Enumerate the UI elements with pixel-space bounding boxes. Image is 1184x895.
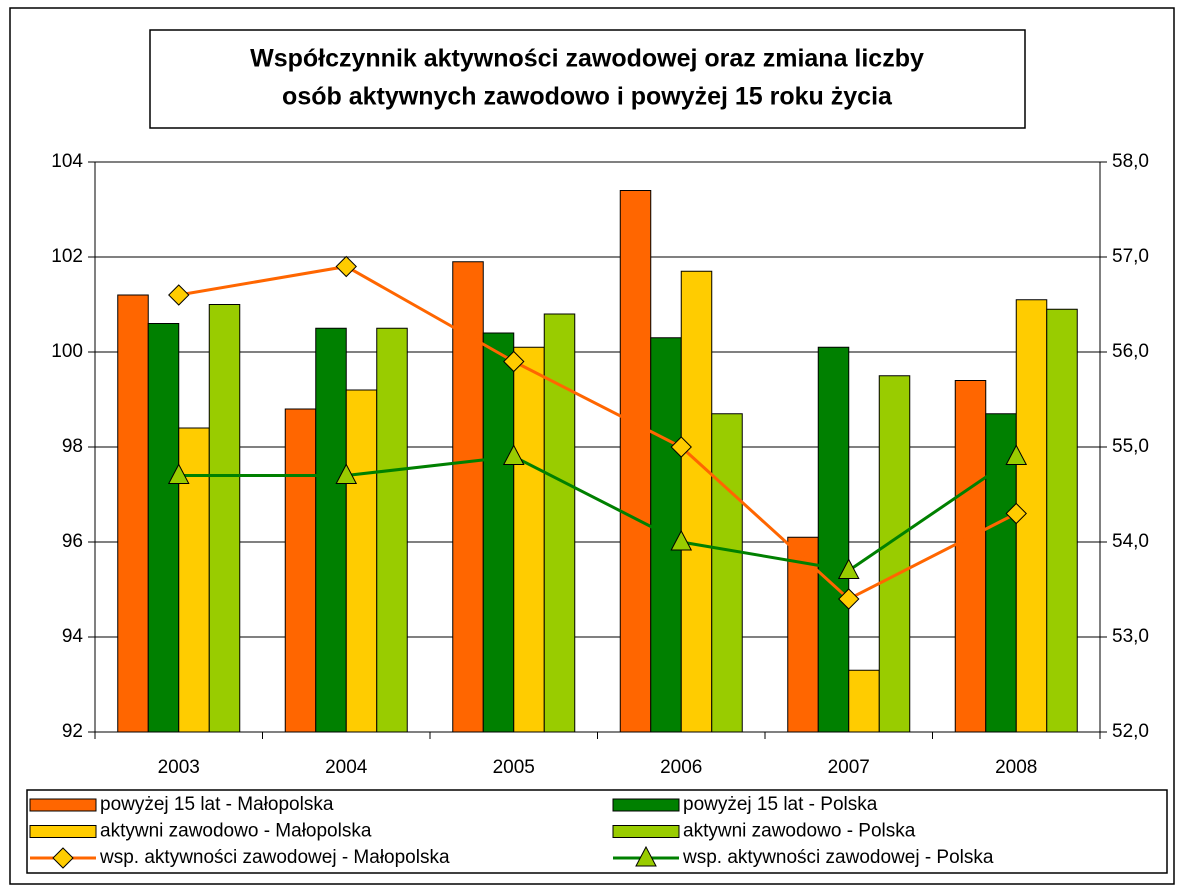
marker: [838, 588, 860, 610]
y-tick-label: 104: [51, 151, 83, 172]
bar: [954, 380, 987, 733]
line: [178, 454, 1018, 573]
bar: [1046, 308, 1078, 733]
marker: [502, 444, 525, 465]
bar: [817, 346, 850, 733]
marker: [670, 436, 692, 458]
bar: [376, 327, 408, 733]
y2-tick-label: 53,0: [1112, 626, 1149, 647]
legend-label: wsp. aktywności zawodowej - Małopolska: [99, 847, 450, 868]
y-tick-label: 98: [62, 436, 83, 457]
y-tick-label: 102: [51, 246, 83, 267]
legend-swatch: [612, 798, 680, 812]
bar: [208, 304, 241, 733]
marker: [670, 529, 693, 551]
y2-tick-label: 57,0: [1112, 246, 1149, 267]
y2-tick-label: 52,0: [1112, 721, 1149, 742]
line: [178, 264, 1017, 601]
legend-swatch: [29, 798, 97, 812]
marker: [837, 558, 860, 579]
x-tick-label: 2006: [660, 757, 702, 778]
bar: [711, 413, 743, 733]
bar: [848, 669, 880, 733]
legend-label: aktywni zawodowo - Polska: [683, 821, 916, 842]
bar: [619, 190, 652, 733]
bar: [147, 323, 180, 733]
bar: [543, 313, 576, 733]
y2-tick-label: 58,0: [1112, 151, 1149, 172]
marker: [167, 463, 190, 484]
marker: [335, 255, 357, 278]
marker: [168, 284, 190, 306]
x-tick-label: 2005: [493, 757, 535, 778]
y-tick-label: 92: [62, 721, 83, 742]
x-tick-label: 2007: [828, 757, 870, 778]
legend-label: aktywni zawodowo - Małopolska: [100, 821, 372, 842]
chart-title: osób aktywnych zawodowo i powyżej 15 rok…: [282, 83, 893, 111]
legend-swatch: [612, 825, 680, 838]
bar: [117, 294, 149, 733]
legend-label: powyżej 15 lat - Małopolska: [100, 794, 334, 815]
legend-marker: [635, 845, 657, 867]
legend-label: powyżej 15 lat - Polska: [683, 794, 878, 815]
marker: [335, 463, 358, 484]
bar: [315, 327, 347, 733]
y-tick-label: 96: [62, 531, 83, 552]
legend-marker: [52, 847, 74, 869]
x-tick-label: 2008: [995, 757, 1037, 778]
y2-tick-label: 56,0: [1112, 341, 1149, 362]
bar: [345, 389, 378, 733]
legend-box: [26, 789, 1168, 874]
x-tick-label: 2004: [325, 757, 368, 778]
legend-label: wsp. aktywności zawodowej - Polska: [682, 847, 994, 868]
y-tick-label: 100: [51, 341, 83, 362]
marker: [1005, 502, 1027, 525]
title-box: [149, 29, 1026, 129]
bar: [513, 346, 545, 733]
y2-tick-label: 54,0: [1112, 531, 1149, 552]
marker: [1005, 444, 1028, 465]
y2-tick-label: 55,0: [1112, 436, 1149, 457]
bar: [482, 332, 515, 733]
marker: [503, 350, 525, 373]
bar: [452, 261, 484, 733]
bar: [878, 375, 911, 733]
legend-swatch: [29, 825, 97, 838]
y-tick-label: 94: [62, 626, 84, 647]
chart-title: Współczynnik aktywności zawodowej oraz z…: [250, 45, 924, 73]
bar: [284, 408, 317, 733]
bar: [680, 270, 713, 733]
x-tick-label: 2003: [158, 757, 200, 778]
